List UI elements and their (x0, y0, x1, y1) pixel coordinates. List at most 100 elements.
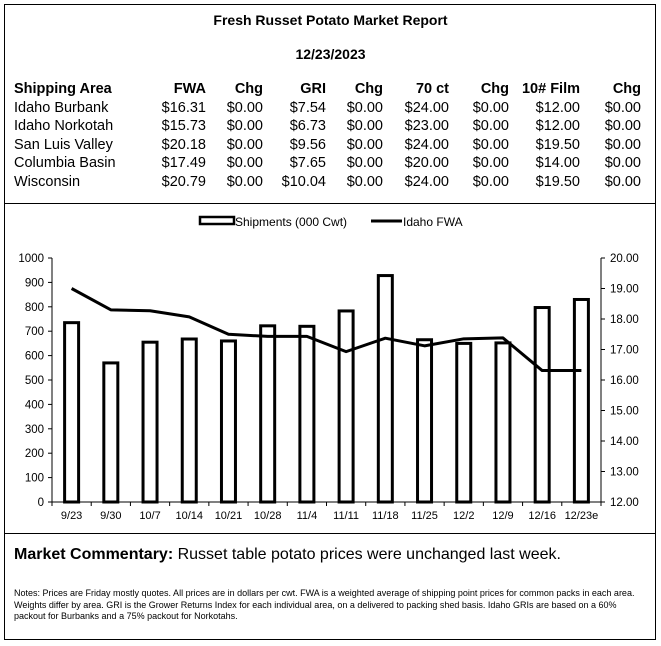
shipment-bar (102, 361, 120, 504)
table-row: Idaho Norkotah $15.73 $0.00 $6.73 $0.00 $23.0… (14, 117, 641, 136)
shipment-bar (455, 341, 473, 504)
left-tick-label: 800 (25, 302, 44, 314)
x-tick-label: 12/23e (565, 510, 599, 522)
price-cell: $0.00 (226, 118, 263, 134)
shipment-bar (298, 324, 316, 504)
price-cell: $0.00 (472, 118, 509, 134)
right-tick-label: 20.00 (610, 253, 639, 265)
price-cell: $23.00 (404, 118, 449, 134)
price-cell: $16.31 (161, 99, 206, 116)
left-tick-label: 600 (25, 351, 44, 363)
report-notes: Notes: Prices are Friday mostly quotes. … (14, 588, 635, 621)
price-cell: $24.00 (404, 173, 449, 190)
left-tick-label: 100 (25, 473, 44, 485)
price-cell: $7.54 (289, 99, 326, 116)
right-tick-label: 17.00 (610, 345, 639, 357)
price-cell: $0.00 (226, 136, 263, 153)
market-commentary: Market Commentary: Russet table potato p… (14, 546, 561, 564)
price-cell: $9.56 (289, 136, 326, 153)
x-tick-label: 9/30 (100, 510, 121, 522)
shipment-bar (337, 309, 355, 504)
price-cell: $19.50 (535, 173, 580, 190)
table-row: San Luis Valley $20.18 $0.00 $9.56 $0.00 $24.… (14, 136, 641, 155)
shipment-bar (219, 339, 237, 504)
idaho-fwa-line (70, 287, 582, 373)
report-frame (4, 4, 656, 640)
shipment-bar (259, 324, 277, 504)
header-chg: Chg (234, 81, 263, 97)
left-tick-label: 500 (25, 375, 44, 387)
x-tick-label: 9/23 (61, 510, 82, 522)
x-tick-label: 10/14 (175, 510, 203, 522)
left-tick-label: 900 (25, 277, 44, 289)
price-cell: $0.00 (226, 99, 263, 116)
price-cell: $24.00 (404, 136, 449, 153)
right-tick-label: 13.00 (610, 467, 639, 479)
shipment-bar (572, 297, 590, 504)
price-cell: $12.00 (535, 99, 580, 116)
price-cell: $20.79 (161, 173, 206, 190)
x-tick-label: 10/21 (215, 510, 243, 522)
shipment-bar (376, 274, 394, 504)
x-tick-label: 10/28 (254, 510, 282, 522)
price-cell: $6.73 (289, 118, 326, 134)
shipment-bar (416, 338, 434, 504)
header-chg: Chg (480, 81, 509, 97)
left-tick-label: 1000 (18, 253, 44, 265)
table-row: Wisconsin $20.79 $0.00 $10.04 $0.00 $24.00 $0.… (14, 173, 641, 192)
right-tick-label: 15.00 (610, 406, 639, 418)
legend-label-idaho-fwa: Idaho FWA (403, 215, 463, 229)
shipment-bar (141, 340, 159, 504)
price-cell: $0.00 (226, 173, 263, 190)
market-table: Shipping Area FWA Chg GRI Chg 70 ct Chg … (14, 80, 641, 191)
x-tick-label: 12/16 (528, 510, 556, 522)
legend-bar-swatch (198, 215, 236, 226)
shipment-bar (533, 306, 551, 504)
commentary-label: Market Commentary: (14, 546, 174, 563)
shipment-bar (494, 341, 512, 504)
x-tick-label: 11/25 (411, 510, 438, 522)
header-gri: GRI (300, 81, 326, 97)
price-cell: $7.65 (289, 155, 326, 171)
area-name: Idaho Norkotah (14, 118, 114, 134)
left-tick-label: 200 (25, 448, 44, 460)
x-tick-label: 10/7 (139, 510, 160, 522)
price-cell: $0.00 (346, 155, 383, 171)
shipments-price-chart: Shipments (000 Cwt) Idaho FWA 0 100 200 300 40… (18, 215, 639, 522)
table-row: Columbia Basin $17.49 $0.00 $7.65 $0.00 $20.0… (14, 154, 641, 173)
header-chg: Chg (612, 81, 641, 97)
price-cell: $14.00 (535, 155, 580, 171)
legend-label-shipments: Shipments (000 Cwt) (235, 215, 347, 229)
section-divider (4, 533, 656, 534)
right-tick-label: 16.00 (610, 375, 639, 387)
report-title: Fresh Russet Potato Market Report (213, 12, 448, 28)
price-cell: $0.00 (604, 173, 641, 190)
section-divider (4, 203, 656, 204)
price-cell: $0.00 (604, 155, 641, 171)
left-tick-label: 0 (38, 497, 44, 509)
left-tick-label: 700 (25, 326, 44, 338)
area-name: Wisconsin (14, 173, 81, 190)
price-cell: $20.18 (161, 136, 206, 153)
price-cell: $0.00 (472, 136, 509, 153)
header-shipping-area: Shipping Area (14, 81, 112, 97)
price-cell: $10.04 (281, 173, 326, 190)
price-cell: $0.00 (226, 155, 263, 171)
report-date: 12/23/2023 (295, 46, 366, 62)
table-row: Idaho Burbank $16.31 $0.00 $7.54 $0.00 $24.00… (14, 99, 641, 118)
right-tick-label: 19.00 (610, 284, 639, 296)
price-cell: $15.73 (161, 118, 206, 134)
price-cell: $20.00 (404, 155, 449, 171)
price-cell: $17.49 (161, 155, 206, 171)
price-cell: $19.50 (535, 136, 580, 153)
left-tick-label: 300 (25, 424, 44, 436)
right-tick-label: 14.00 (610, 436, 639, 448)
x-tick-label: 11/18 (372, 510, 399, 522)
x-tick-label: 12/9 (492, 510, 513, 522)
shipment-bar (63, 321, 81, 504)
price-cell: $0.00 (604, 136, 641, 153)
x-tick-label: 12/2 (453, 510, 474, 522)
price-cell: $0.00 (472, 173, 509, 190)
price-cell: $0.00 (346, 173, 383, 190)
price-cell: $0.00 (472, 155, 509, 171)
